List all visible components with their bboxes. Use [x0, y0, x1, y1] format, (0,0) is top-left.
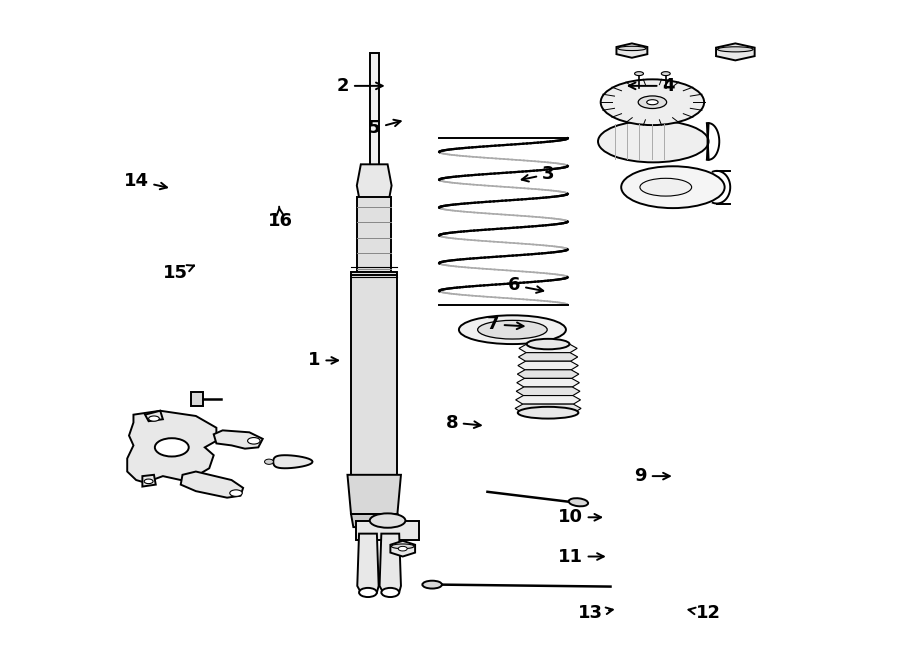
Ellipse shape [647, 100, 658, 105]
Polygon shape [391, 541, 415, 557]
Ellipse shape [621, 166, 725, 208]
Polygon shape [518, 361, 579, 370]
Ellipse shape [518, 407, 579, 418]
Ellipse shape [144, 479, 153, 484]
Polygon shape [357, 534, 379, 592]
Text: 9: 9 [634, 467, 670, 485]
Ellipse shape [392, 544, 414, 549]
Ellipse shape [382, 588, 400, 597]
Ellipse shape [569, 498, 588, 506]
Text: 15: 15 [163, 265, 194, 283]
Polygon shape [380, 534, 401, 592]
Text: 13: 13 [579, 604, 613, 622]
Text: 14: 14 [123, 171, 167, 189]
Polygon shape [716, 44, 754, 60]
Polygon shape [347, 475, 401, 514]
Text: 8: 8 [446, 414, 481, 432]
Polygon shape [517, 379, 580, 387]
Polygon shape [519, 344, 577, 353]
Ellipse shape [600, 79, 704, 125]
Text: 4: 4 [629, 77, 675, 95]
Polygon shape [274, 455, 312, 468]
Polygon shape [192, 393, 203, 406]
Ellipse shape [248, 438, 260, 444]
Polygon shape [370, 53, 379, 177]
Ellipse shape [459, 315, 566, 344]
Polygon shape [616, 44, 647, 58]
Polygon shape [351, 514, 398, 527]
Polygon shape [356, 164, 392, 207]
Ellipse shape [148, 416, 159, 421]
Ellipse shape [230, 490, 242, 496]
Ellipse shape [638, 96, 667, 109]
Ellipse shape [370, 513, 405, 528]
Ellipse shape [155, 438, 189, 457]
Ellipse shape [598, 120, 708, 162]
Ellipse shape [526, 339, 570, 350]
Text: 12: 12 [688, 604, 721, 622]
Text: 2: 2 [337, 77, 382, 95]
Polygon shape [142, 475, 156, 487]
Ellipse shape [717, 47, 753, 52]
Ellipse shape [399, 546, 407, 551]
Text: 11: 11 [558, 547, 604, 565]
Polygon shape [213, 430, 263, 449]
Polygon shape [181, 471, 243, 498]
Polygon shape [517, 387, 580, 396]
Polygon shape [518, 370, 579, 379]
Polygon shape [516, 396, 580, 404]
Ellipse shape [359, 588, 377, 597]
Polygon shape [515, 404, 581, 412]
Polygon shape [145, 410, 163, 421]
Ellipse shape [634, 71, 644, 75]
Text: 7: 7 [487, 316, 524, 334]
Text: 1: 1 [308, 352, 338, 369]
Text: 5: 5 [368, 119, 400, 137]
Ellipse shape [640, 178, 691, 196]
Ellipse shape [265, 459, 274, 464]
Text: 3: 3 [522, 165, 554, 183]
Text: 16: 16 [268, 207, 293, 230]
Ellipse shape [422, 581, 442, 589]
Ellipse shape [662, 71, 670, 75]
Ellipse shape [617, 46, 646, 50]
Text: 6: 6 [508, 276, 544, 294]
Polygon shape [357, 197, 392, 279]
Ellipse shape [478, 320, 547, 339]
Polygon shape [356, 520, 419, 540]
Text: 10: 10 [558, 508, 601, 526]
Polygon shape [127, 410, 216, 483]
Polygon shape [518, 353, 578, 361]
Polygon shape [351, 272, 398, 481]
